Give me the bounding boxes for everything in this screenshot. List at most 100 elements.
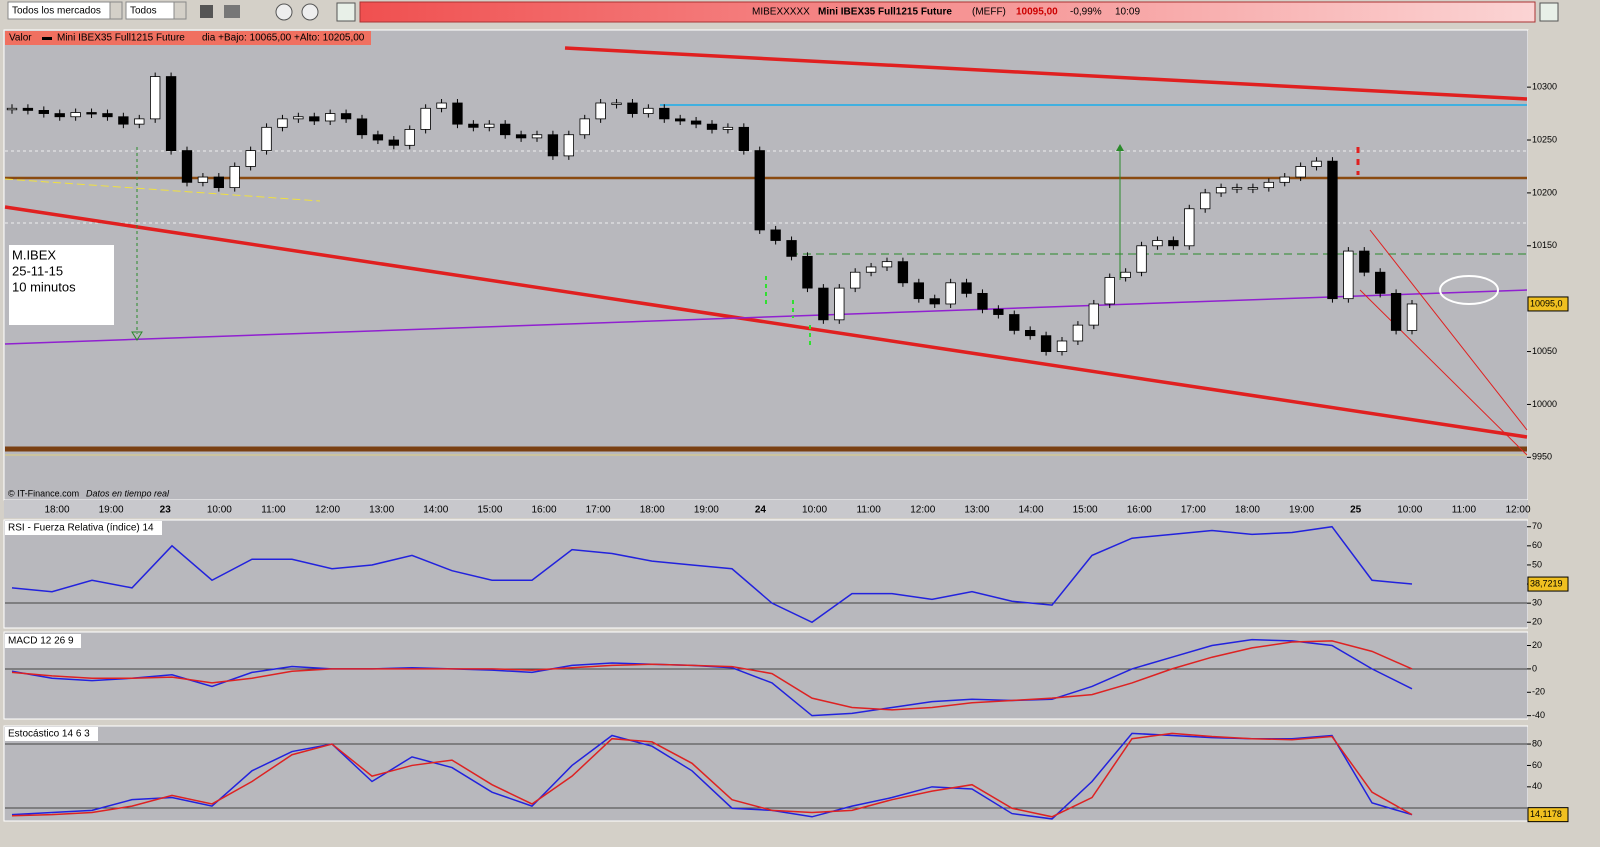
footer-note: Datos en tiempo real xyxy=(86,488,170,498)
candle xyxy=(1390,292,1402,331)
candle xyxy=(468,123,479,128)
candle xyxy=(531,134,543,139)
candle xyxy=(579,118,590,136)
candle xyxy=(865,266,877,273)
x-tick-label: 12:00 xyxy=(1505,505,1530,516)
candle xyxy=(993,308,1004,315)
candle xyxy=(86,112,97,115)
candle xyxy=(452,102,463,125)
highlight xyxy=(1439,275,1499,305)
y-tick-label: 10150 xyxy=(1532,240,1557,250)
y-tick-label: 70 xyxy=(1532,521,1542,531)
candle xyxy=(1056,340,1068,352)
candle xyxy=(961,282,972,294)
candle xyxy=(1152,240,1163,247)
candle xyxy=(245,150,256,167)
candle xyxy=(1009,314,1020,331)
x-tick-label: 10:00 xyxy=(1397,505,1422,516)
y-tick-label: 10250 xyxy=(1532,134,1557,144)
x-tick-label: 18:00 xyxy=(44,505,69,516)
candle xyxy=(197,176,209,183)
change: -0,99% xyxy=(1070,7,1102,18)
arrow-head xyxy=(1116,144,1124,151)
instrument-name: Mini IBEX35 Full1215 Future xyxy=(818,7,952,18)
chart-icon[interactable] xyxy=(1539,2,1559,22)
candle xyxy=(420,107,431,130)
arrow-head xyxy=(131,331,143,341)
candle xyxy=(229,166,240,189)
last-price: 10095,00 xyxy=(1016,7,1058,18)
x-tick-label: 18:00 xyxy=(640,505,665,516)
candle xyxy=(1359,250,1370,273)
candle xyxy=(1168,240,1179,247)
candle xyxy=(1088,303,1099,326)
quote-bar xyxy=(359,1,1536,23)
candle xyxy=(102,113,113,118)
x-tick-label: 17:00 xyxy=(1181,505,1206,516)
trend-line xyxy=(4,205,1528,439)
time-axis-band xyxy=(4,500,1528,518)
select-arrow[interactable] xyxy=(109,1,123,20)
y-tick-label: -20 xyxy=(1532,687,1545,697)
candle xyxy=(738,126,749,151)
header-name: Mini IBEX35 Full1215 Future xyxy=(57,33,185,44)
save-icon[interactable] xyxy=(200,5,213,18)
indicator-line xyxy=(11,525,1413,624)
candle xyxy=(22,107,34,111)
candle xyxy=(850,271,861,289)
candle xyxy=(547,134,559,157)
annotation-box xyxy=(9,245,114,325)
candle xyxy=(261,126,272,151)
candle xyxy=(1104,277,1115,305)
last-value-label: 14,1178 xyxy=(1530,809,1562,819)
x-tick-label: 23 xyxy=(160,505,172,516)
candle xyxy=(945,282,956,305)
candle xyxy=(1215,187,1227,194)
stoch-panel xyxy=(3,725,1529,822)
candle xyxy=(54,113,65,118)
y-tick-label: 80 xyxy=(1532,738,1542,748)
help-icon[interactable] xyxy=(275,3,293,21)
x-tick-label: 10:00 xyxy=(802,505,827,516)
candle xyxy=(356,118,368,136)
candle xyxy=(118,116,129,125)
last-value-box xyxy=(1527,807,1569,823)
x-tick-label: 14:00 xyxy=(1018,505,1043,516)
x-tick-label: 25 xyxy=(1350,505,1362,516)
candle xyxy=(309,116,320,122)
candle xyxy=(1231,187,1243,190)
candle xyxy=(484,123,495,128)
candle xyxy=(1184,208,1195,247)
x-tick-label: 18:00 xyxy=(1235,505,1260,516)
candle xyxy=(881,261,893,268)
candle xyxy=(134,118,145,125)
candle xyxy=(929,298,940,305)
y-tick-label: 20 xyxy=(1532,617,1542,627)
header-range: dia +Bajo: 10065,00 +Alto: 10205,00 xyxy=(202,33,365,44)
macd-panel xyxy=(3,631,1529,720)
y-tick-label: 9950 xyxy=(1532,452,1552,462)
x-tick-label: 19:00 xyxy=(1289,505,1314,516)
info-icon[interactable] xyxy=(301,3,319,21)
chart-icon[interactable] xyxy=(336,2,356,22)
candle xyxy=(1406,303,1418,331)
candle xyxy=(6,107,18,111)
candle xyxy=(913,282,924,300)
rsi-title: RSI - Fuerza Relativa (índice) 14 xyxy=(8,523,154,534)
candle xyxy=(1279,176,1290,183)
candle xyxy=(770,229,781,241)
x-tick-label: 15:00 xyxy=(1073,505,1098,516)
indicator-line xyxy=(11,732,1413,820)
stoch-title: Estocástico 14 6 3 xyxy=(8,729,90,740)
y-tick-label: 50 xyxy=(1532,559,1542,569)
candle xyxy=(722,126,734,130)
select-arrow[interactable] xyxy=(173,1,187,20)
y-tick-label: 10200 xyxy=(1532,187,1557,197)
candle xyxy=(277,118,288,128)
print-icon[interactable] xyxy=(224,5,240,18)
x-tick-label: 24 xyxy=(755,505,767,516)
candle xyxy=(897,261,909,284)
annotation-line: 25-11-15 xyxy=(12,263,63,278)
candle xyxy=(1375,271,1386,294)
